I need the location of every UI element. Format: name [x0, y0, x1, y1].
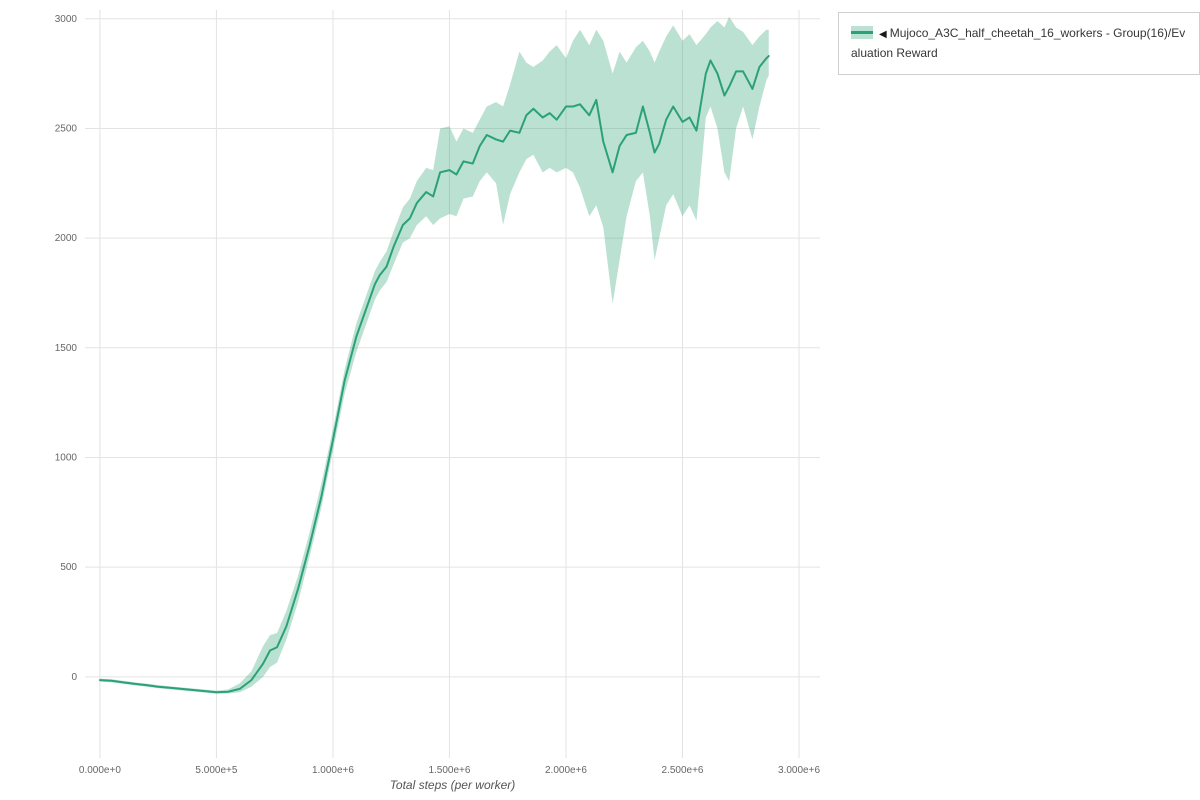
y-tick-label: 3000 [55, 14, 78, 25]
legend-box: ◀ Mujoco_A3C_half_cheetah_16_workers - Gr… [838, 12, 1200, 75]
y-tick-label: 2500 [55, 123, 78, 134]
x-tick-label: 2.000e+6 [545, 765, 587, 776]
reward-line-path[interactable] [98, 55, 770, 694]
x-tick-label: 5.000e+5 [195, 765, 237, 776]
x-tick-label: 1.000e+6 [312, 765, 354, 776]
gridlines [85, 10, 820, 758]
x-tick-label: 3.000e+6 [778, 765, 820, 776]
x-axis-title: Total steps (per worker) [389, 778, 516, 792]
legend-toggle-icon[interactable]: ◀ [879, 29, 887, 40]
plot-area: 0.000e+0 5.000e+5 1.000e+6 1.500e+6 2.000e+6… [55, 10, 821, 776]
x-tick-label: 1.500e+6 [428, 765, 470, 776]
y-tick-label: 1000 [55, 452, 78, 463]
x-axis-tick-labels: 0.000e+0 5.000e+5 1.000e+6 1.500e+6 2.000e+6… [79, 765, 821, 776]
confidence-band [99, 16, 769, 694]
confidence-band-area [99, 16, 769, 694]
y-tick-label: 1500 [55, 343, 78, 354]
y-tick-label: 0 [71, 672, 77, 683]
y-tick-label: 2000 [55, 233, 78, 244]
reward-line[interactable] [98, 55, 770, 694]
x-tick-label: 2.500e+6 [662, 765, 704, 776]
x-tick-label: 0.000e+0 [79, 765, 121, 776]
legend-swatch-icon [851, 26, 873, 39]
legend-item-label[interactable]: Mujoco_A3C_half_cheetah_16_workers - Gro… [851, 26, 1186, 61]
y-axis-tick-labels: 0 500 1000 1500 2000 2500 3000 [55, 14, 78, 683]
y-tick-label: 500 [60, 562, 77, 573]
